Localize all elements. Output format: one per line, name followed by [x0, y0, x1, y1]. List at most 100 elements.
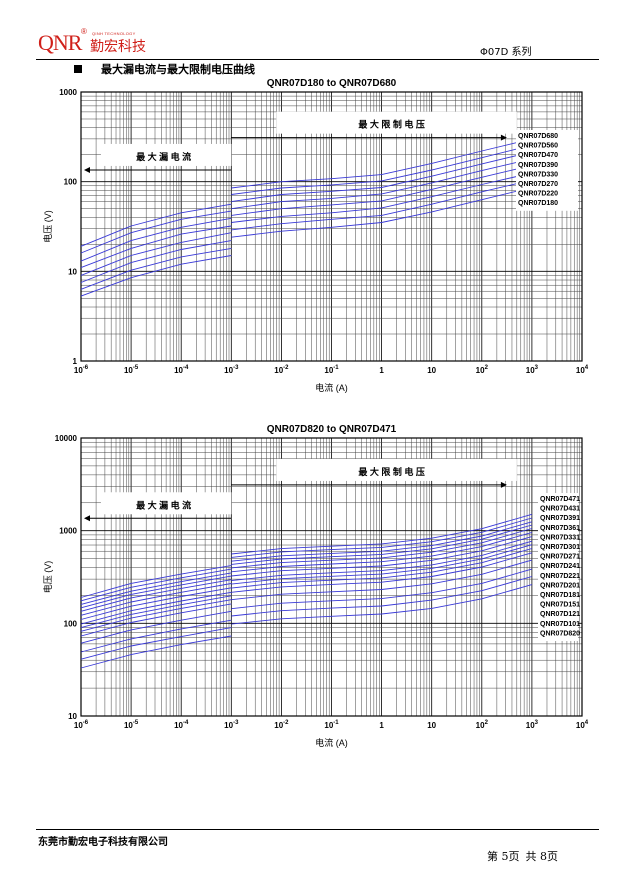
series-QNR07D390 — [80, 158, 533, 269]
annotation-box-leakage — [100, 143, 232, 166]
series-QNR07D330 — [80, 164, 533, 276]
series-QNR07D560 — [80, 144, 533, 254]
leakage-line — [80, 635, 232, 669]
x-tick-label: 103 — [526, 720, 539, 730]
clamp-line — [231, 151, 533, 203]
leakage-line — [80, 217, 232, 262]
series-QNR07D391 — [80, 521, 533, 605]
annotation-box-leakage — [100, 492, 232, 515]
x-tick-label: 10-3 — [224, 720, 239, 730]
y-axis-label: 电压 (V) — [42, 210, 53, 243]
plot-frame — [80, 91, 583, 362]
legend-background — [516, 130, 578, 211]
leakage-line — [80, 627, 232, 660]
leakage-line — [80, 610, 232, 644]
series-QNR07D361 — [80, 524, 533, 609]
legend-label: QNR07D391 — [540, 515, 580, 522]
leakage-line — [80, 255, 232, 297]
company-name: 东莞市勤宏电子科技有限公司 — [38, 837, 168, 848]
clamp-line — [231, 531, 533, 573]
chart-title: QNR07D820 to QNR07D471 — [267, 424, 397, 435]
clamp-line — [231, 521, 533, 562]
chart-title: QNR07D180 to QNR07D680 — [267, 78, 397, 89]
legend-label: QNR07D361 — [540, 525, 580, 532]
x-tick-label: 10-5 — [124, 720, 139, 730]
legend-label: QNR07D151 — [540, 602, 580, 609]
arrowhead-left-icon — [84, 166, 90, 173]
y-tick-label: 10 — [68, 712, 77, 721]
leakage-line — [80, 591, 232, 625]
clamp-line — [231, 552, 533, 593]
leakage-line — [80, 595, 232, 629]
chart-2: QNR07D820 to QNR07D471 最 大 漏 电 流 最 大 限 制 电… — [42, 424, 589, 748]
logo-chinese: 勤宏科技 — [90, 39, 146, 55]
y-tick-label: 100 — [64, 178, 78, 187]
section-title: 最大漏电流与最大限制电压曲线 — [101, 63, 255, 76]
clamp-line — [231, 548, 533, 589]
page-number: 第 5页 — [487, 850, 520, 863]
legend-label: QNR07D180 — [518, 200, 558, 207]
x-tick-label: 10-1 — [324, 720, 339, 730]
clamp-line — [231, 559, 533, 601]
x-tick-label: 1 — [379, 721, 384, 730]
clamp-line — [231, 540, 533, 582]
series-QNR07D121 — [80, 568, 533, 653]
series-QNR07D820 — [80, 584, 533, 669]
legend-label: QNR07D201 — [540, 582, 580, 589]
x-tick-label: 104 — [576, 365, 589, 375]
series-QNR07D220 — [80, 179, 533, 290]
section-bullet-icon — [74, 65, 82, 73]
clamp-line — [231, 513, 533, 555]
y-tick-label: 10000 — [55, 434, 78, 443]
x-tick-label: 10 — [427, 366, 436, 375]
series-QNR07D471 — [80, 513, 533, 598]
clamp-line — [231, 584, 533, 625]
clamp-line — [231, 528, 533, 569]
series-QNR07D431 — [80, 517, 533, 602]
page-total: 共 8页 — [525, 850, 559, 863]
series-QNR07D101 — [80, 576, 533, 660]
header-divider — [36, 59, 599, 60]
leakage-line — [80, 583, 232, 616]
footer-divider — [36, 829, 599, 830]
logo-registered-mark: ® — [81, 27, 87, 36]
logo-text: QNR — [38, 30, 82, 55]
clamp-line — [231, 138, 533, 189]
y-tick-label: 1000 — [59, 88, 77, 97]
page-indicator: 第 5页共 8页 — [487, 848, 564, 864]
annotation-clamp: 最 大 限 制 电 压 — [358, 119, 425, 130]
leakage-line — [80, 575, 232, 609]
leakage-line — [80, 599, 232, 632]
y-tick-label: 1000 — [59, 527, 77, 536]
series-QNR07D270 — [80, 172, 533, 283]
series-QNR07D331 — [80, 528, 533, 612]
x-tick-label: 10-2 — [274, 365, 289, 375]
y-tick-label: 1 — [73, 357, 78, 366]
y-tick-label: 100 — [64, 619, 78, 628]
legend-label: QNR07D330 — [518, 171, 558, 178]
clamp-line — [231, 536, 533, 577]
legend-label: QNR07D301 — [540, 544, 580, 551]
legend-label: QNR07D680 — [518, 133, 558, 140]
clamp-line — [231, 158, 533, 210]
series-label: Φ07D 系列 — [480, 47, 532, 58]
clamp-line — [231, 568, 533, 610]
series-QNR07D680 — [80, 138, 533, 247]
clamp-line — [231, 179, 533, 231]
clamp-line — [231, 172, 533, 223]
legend-label: QNR07D181 — [540, 592, 580, 599]
x-tick-label: 10-6 — [74, 365, 89, 375]
leakage-line — [80, 225, 232, 269]
clamp-line — [231, 576, 533, 617]
annotation-box-clamp — [276, 458, 517, 481]
legend-label: QNR07D390 — [518, 162, 558, 169]
x-tick-label: 103 — [526, 365, 539, 375]
leakage-line — [80, 565, 232, 598]
legend-label: QNR07D270 — [518, 181, 558, 188]
leakage-line — [80, 240, 232, 283]
leakage-line — [80, 568, 232, 602]
annotation-leakage: 最 大 漏 电 流 — [136, 499, 191, 510]
x-tick-label: 10-2 — [274, 720, 289, 730]
x-tick-label: 10-4 — [174, 720, 189, 730]
legend-label: QNR07D431 — [540, 506, 580, 513]
